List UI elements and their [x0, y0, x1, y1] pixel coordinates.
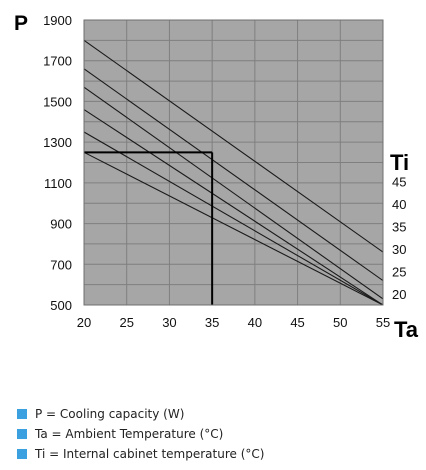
legend-marker — [17, 449, 27, 459]
series-label: 35 — [392, 220, 406, 235]
example-reading — [84, 151, 214, 305]
legend-marker — [17, 429, 27, 439]
legend-text: P = Cooling capacity (W) — [35, 407, 185, 421]
x-axis-label: Ta — [394, 317, 419, 342]
x-tick-label: 55 — [376, 315, 390, 330]
x-tick-labels: 20 25 30 35 40 45 50 55 — [77, 315, 390, 330]
y-tick-label: 1700 — [43, 54, 72, 69]
y-tick-label: 1300 — [43, 135, 72, 150]
series-line — [83, 39, 384, 253]
series-label: 45 — [392, 175, 406, 190]
chart-svg: 500 700 900 1100 1300 1500 1700 1900 20 25 30 35 40… — [14, 12, 419, 342]
legend-text: Ti = Internal cabinet temperature (°C) — [35, 447, 265, 461]
series-label: 30 — [392, 242, 406, 257]
y-tick-label: 500 — [50, 298, 72, 313]
y-axis-label: P — [14, 12, 28, 35]
series-line — [83, 109, 384, 306]
x-tick-label: 40 — [248, 315, 262, 330]
series-labels: 45 40 35 30 25 20 — [392, 175, 406, 303]
legend-item: Ta = Ambient Temperature (°C) — [17, 424, 264, 444]
legend-marker — [17, 409, 27, 419]
x-tick-label: 25 — [119, 315, 133, 330]
series-label: 40 — [392, 197, 406, 212]
legend-item: Ti = Internal cabinet temperature (°C) — [17, 444, 264, 464]
y-tick-label: 1500 — [43, 94, 72, 109]
series-lines — [83, 39, 384, 306]
series-label: 25 — [392, 265, 406, 280]
series-label: 20 — [392, 287, 406, 302]
chart: 500 700 900 1100 1300 1500 1700 1900 20 25 30 35 40… — [14, 12, 419, 342]
x-tick-label: 50 — [333, 315, 347, 330]
x-tick-label: 30 — [162, 315, 176, 330]
series-line — [83, 151, 384, 306]
grid-lines — [84, 20, 383, 305]
series-line — [83, 131, 384, 306]
legend-item: P = Cooling capacity (W) — [17, 404, 264, 424]
series-line — [83, 68, 384, 282]
series-line — [83, 86, 384, 300]
x-tick-label: 35 — [205, 315, 219, 330]
x-tick-label: 20 — [77, 315, 91, 330]
y-tick-label: 700 — [50, 257, 72, 272]
legend: P = Cooling capacity (W) Ta = Ambient Te… — [17, 404, 264, 464]
y-tick-labels: 500 700 900 1100 1300 1500 1700 1900 — [43, 13, 72, 313]
y-tick-label: 900 — [50, 217, 72, 232]
series-axis-label: Ti — [390, 150, 409, 175]
y-tick-label: 1900 — [43, 13, 72, 28]
x-tick-label: 45 — [290, 315, 304, 330]
legend-text: Ta = Ambient Temperature (°C) — [35, 427, 224, 441]
y-tick-label: 1100 — [44, 176, 72, 191]
plot-border — [83, 19, 384, 306]
